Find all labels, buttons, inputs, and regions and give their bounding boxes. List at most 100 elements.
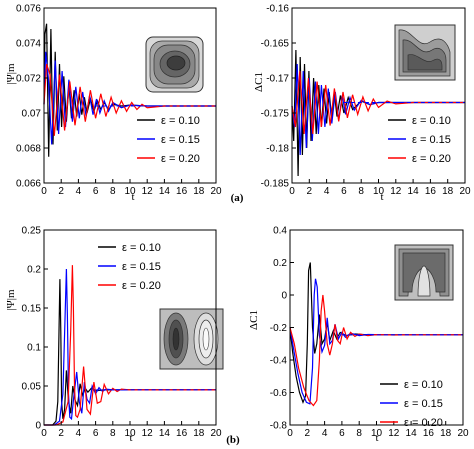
legend-label: ε = 0.20 — [412, 153, 451, 165]
y-tick-label: -0.17 — [266, 74, 289, 85]
x-tick-label: 8 — [358, 186, 364, 197]
x-tick-label: 14 — [159, 186, 171, 197]
y-tick-label: 0.068 — [16, 144, 41, 155]
chart-b-right: ΔC1 t 0 2 4 6 8 10 12 14 16 18 20 -0.8 -0.6 -0.4 -0.2 0… — [248, 226, 469, 445]
x-tick-label: 20 — [210, 186, 222, 197]
x-tick-label: 6 — [341, 186, 347, 197]
x-tick-label: 0 — [41, 186, 47, 197]
x-tick-label: 18 — [193, 428, 205, 439]
x-tick-label: 8 — [356, 428, 362, 439]
series-group — [43, 23, 216, 157]
x-tick-label: 6 — [93, 428, 99, 439]
legend-label: ε = 0.15 — [122, 261, 161, 273]
legend-label: ε = 0.10 — [404, 379, 443, 391]
inset-plume — [394, 244, 454, 301]
x-tick-label: 18 — [193, 186, 205, 197]
x-tick-label: 12 — [142, 428, 154, 439]
x-tick-label: 2 — [305, 428, 311, 439]
y-tick-label: -0.165 — [261, 39, 290, 50]
y-tick-label: 0.15 — [22, 304, 42, 315]
y-tick-label: 0.2 — [27, 265, 41, 276]
legend-label: ε = 0.20 — [161, 153, 200, 165]
y-tick-label: -0.175 — [261, 109, 290, 120]
chart-a-left: |Ψ|m t 0 2 4 6 8 10 12 14 16 18 20 0.066 0.068 0.07 0.… — [5, 4, 222, 204]
y-tick-label: -0.2 — [270, 323, 288, 334]
y-tick-label: 0.05 — [22, 382, 42, 393]
y-tick-label: -0.8 — [270, 421, 288, 432]
y-axis-label: ΔC1 — [248, 310, 260, 330]
y-tick-label: -0.185 — [261, 179, 290, 190]
x-tick-label: 12 — [142, 186, 154, 197]
panel-label-b: (b) — [226, 434, 240, 446]
series-group — [44, 265, 216, 426]
panel-label-a: (a) — [231, 192, 244, 204]
legend: ε = 0.10 ε = 0.15 ε = 0.20 — [98, 242, 161, 292]
x-tick-label: 4 — [324, 186, 330, 197]
legend: ε = 0.10 ε = 0.15 ε = 0.20 — [380, 379, 443, 429]
y-axis-label: |Ψ|m — [5, 289, 17, 311]
legend-label: ε = 0.10 — [122, 242, 161, 254]
x-tick-label: 20 — [210, 428, 222, 439]
y-tick-label: 0.1 — [27, 343, 41, 354]
x-tick-label: 4 — [76, 428, 82, 439]
y-tick-label: 0.2 — [273, 258, 287, 269]
legend-label: ε = 0.15 — [412, 134, 451, 146]
x-tick-label: 18 — [442, 186, 454, 197]
x-tick-label: 4 — [322, 428, 328, 439]
legend-label: ε = 0.15 — [404, 398, 443, 410]
chart-a-right: ΔC1 t 0 2 4 6 8 10 12 14 16 18 20 -0.185 -0.18 -0.175… — [253, 4, 471, 204]
x-tick-label: 20 — [459, 186, 471, 197]
legend-label: ε = 0.10 — [161, 115, 200, 127]
inset-single-vortex — [145, 36, 204, 93]
x-tick-label: 10 — [124, 428, 136, 439]
y-tick-label: -0.18 — [266, 144, 289, 155]
x-axis-label: t — [131, 191, 134, 203]
x-axis-label: t — [375, 432, 378, 444]
x-tick-label: 18 — [440, 428, 452, 439]
x-tick-label: 0 — [287, 428, 293, 439]
y-tick-label: 0 — [35, 421, 41, 432]
legend: ε = 0.10 ε = 0.15 ε = 0.20 — [388, 115, 451, 165]
x-tick-label: 0 — [289, 186, 295, 197]
x-axis-label: t — [380, 191, 383, 203]
inset-wavy-vortex — [394, 24, 456, 81]
y-tick-label: 0.072 — [16, 74, 41, 85]
x-axis-label: t — [129, 432, 132, 444]
x-tick-label: 16 — [423, 428, 435, 439]
x-tick-label: 20 — [457, 428, 469, 439]
legend: ε = 0.10 ε = 0.15 ε = 0.20 — [137, 115, 200, 165]
x-tick-label: 16 — [176, 428, 188, 439]
x-tick-label: 2 — [58, 186, 64, 197]
x-tick-label: 2 — [307, 186, 313, 197]
legend-label: ε = 0.20 — [122, 280, 161, 292]
y-tick-label: 0.066 — [16, 179, 41, 190]
x-tick-label: 4 — [76, 186, 82, 197]
x-tick-label: 8 — [110, 186, 116, 197]
x-tick-label: 10 — [373, 186, 385, 197]
x-tick-label: 12 — [388, 428, 400, 439]
x-tick-label: 14 — [406, 428, 418, 439]
x-tick-label: 6 — [339, 428, 345, 439]
series-line-2 — [43, 63, 216, 136]
y-tick-label: 0.4 — [273, 226, 287, 237]
x-tick-label: 0 — [41, 428, 47, 439]
y-tick-label: 0 — [281, 291, 287, 302]
y-tick-label: 0.25 — [22, 226, 42, 237]
legend-label: ε = 0.10 — [412, 115, 451, 127]
x-tick-label: 10 — [124, 186, 136, 197]
y-axis-label: ΔC1 — [253, 72, 265, 92]
series-group — [291, 49, 465, 177]
x-tick-label: 10 — [371, 428, 383, 439]
legend-label: ε = 0.15 — [161, 134, 200, 146]
x-tick-label: 8 — [110, 428, 116, 439]
x-tick-label: 16 — [176, 186, 188, 197]
y-tick-label: 0.07 — [22, 109, 42, 120]
x-tick-label: 12 — [390, 186, 402, 197]
y-tick-label: -0.6 — [270, 388, 288, 399]
x-tick-label: 6 — [93, 186, 99, 197]
y-axis-label: |Ψ|m — [5, 63, 17, 85]
x-tick-label: 16 — [425, 186, 437, 197]
x-tick-label: 14 — [159, 428, 171, 439]
x-tick-label: 2 — [58, 428, 64, 439]
